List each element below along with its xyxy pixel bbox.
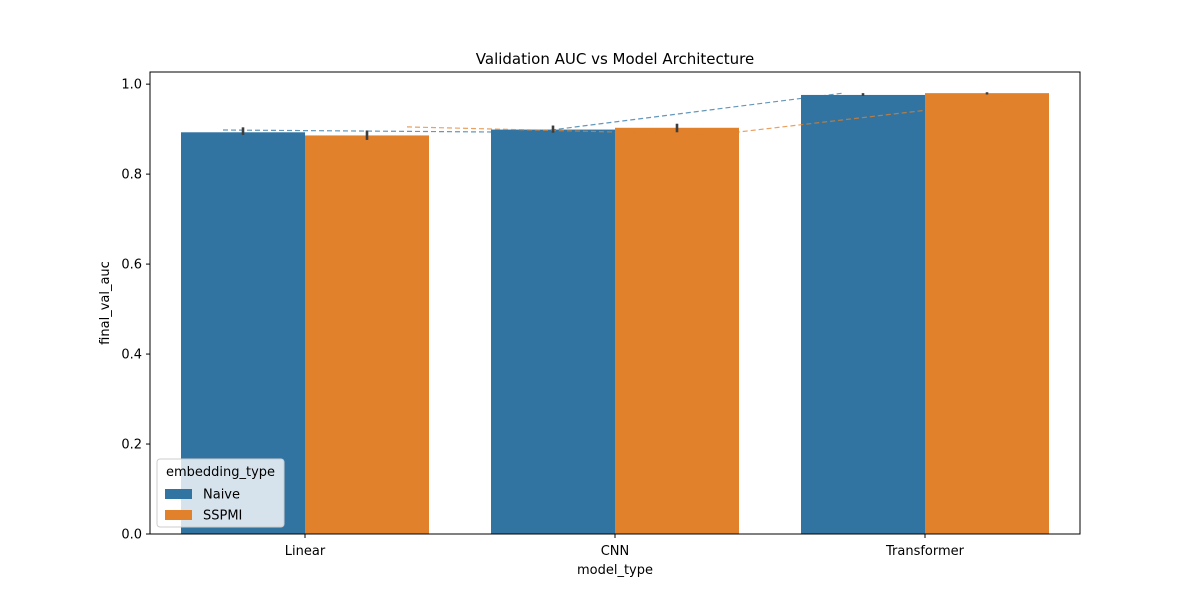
legend: embedding_type Naive SSPMI	[156, 458, 285, 528]
legend-title: embedding_type	[166, 465, 275, 480]
x-tick-label: CNN	[601, 544, 630, 559]
legend-swatch-sspmi	[165, 510, 192, 520]
y-tick-label: 1.0	[121, 78, 142, 93]
trend-line-naive	[222, 92, 844, 133]
bar-sspmi-cnn	[615, 127, 739, 534]
legend-entry-naive: Naive	[203, 488, 240, 503]
x-tick-label: Transformer	[885, 544, 965, 559]
bar-sspmi-linear	[305, 135, 429, 534]
y-tick-label: 0.0	[121, 528, 142, 543]
legend-swatch-naive	[165, 489, 192, 499]
axes: 0.0 0.2 0.4 0.6 0.8 1.0 Linear CNN Transformer	[121, 71, 1081, 559]
bar-naive-transformer	[801, 94, 925, 534]
bar-sspmi-transformer	[925, 93, 1049, 535]
bar-naive-cnn	[491, 129, 615, 534]
chart-title: Validation AUC vs Model Architecture	[476, 50, 754, 68]
legend-entry-sspmi: SSPMI	[203, 509, 242, 524]
plot-area	[181, 92, 1049, 535]
y-tick-label: 0.6	[121, 258, 142, 273]
y-tick-label: 0.2	[121, 438, 142, 453]
x-tick-label: Linear	[285, 544, 326, 559]
y-axis-label: final_val_auc	[98, 261, 113, 345]
y-tick-label: 0.8	[121, 168, 142, 183]
y-tick-label: 0.4	[121, 348, 142, 363]
x-axis-label: model_type	[577, 563, 653, 578]
